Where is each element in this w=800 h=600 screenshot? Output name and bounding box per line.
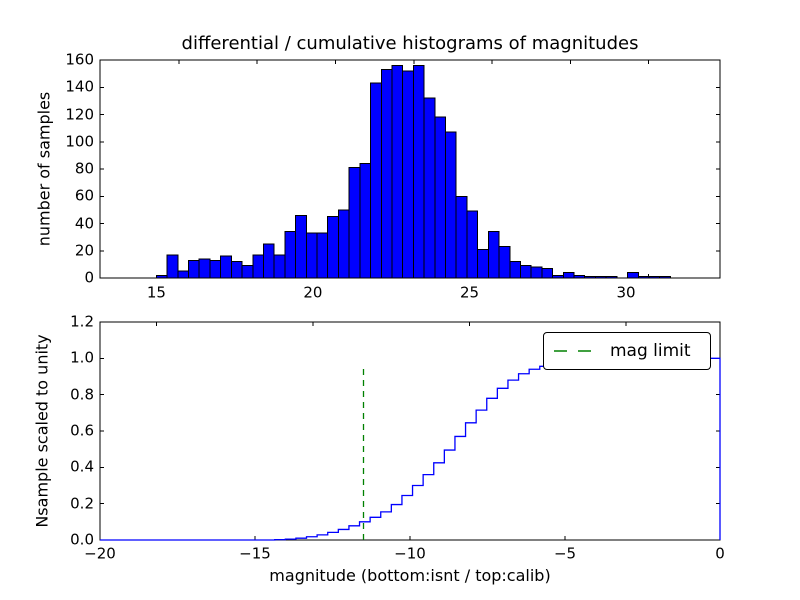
histogram-bar <box>445 131 457 279</box>
histogram-bar <box>380 69 393 279</box>
histogram-bar <box>327 216 339 279</box>
bottom-ytick-label: 1.2 <box>70 312 94 331</box>
histogram-bar <box>262 243 275 279</box>
calib-xtick-label: 25 <box>459 283 480 302</box>
histogram-bar <box>487 231 500 279</box>
isnt-xtick-label: 0 <box>715 544 725 563</box>
calib-xtick-label: 15 <box>146 283 166 302</box>
isnt-xtick-label: −5 <box>553 544 577 563</box>
histogram-bar <box>316 232 329 279</box>
histogram-bar <box>209 259 222 279</box>
histogram-bar <box>627 272 639 279</box>
top-ytick-label: 100 <box>65 132 94 151</box>
histogram-bar <box>477 248 489 279</box>
histogram-bar <box>337 209 350 279</box>
histogram-bar <box>434 116 447 279</box>
top-ytick-label: 0 <box>84 268 94 287</box>
histogram-bar <box>412 64 425 279</box>
bottom-ytick-label: 0.4 <box>70 457 94 476</box>
histogram-bar <box>359 163 372 279</box>
calib-xtick-label: 20 <box>303 283 323 302</box>
isnt-xtick-label: −15 <box>239 544 271 563</box>
histogram-bar <box>177 270 189 279</box>
bottom-ytick-label: 0.0 <box>70 530 94 549</box>
isnt-xtick-label: −20 <box>84 544 116 563</box>
histogram-bar <box>187 259 200 279</box>
legend-label: mag limit <box>610 341 691 361</box>
histogram-bar <box>455 195 468 279</box>
top-ytick-label: 160 <box>65 50 94 69</box>
histogram-bar <box>198 258 211 279</box>
histogram-bar <box>519 265 532 279</box>
histogram-bar <box>348 167 361 279</box>
mag-limit-legend-line-icon <box>554 350 594 352</box>
histogram-bar <box>562 272 575 279</box>
histogram-bar <box>498 246 511 279</box>
top-ytick-label: 80 <box>74 159 94 178</box>
isnt-xtick-label: −10 <box>394 544 426 563</box>
bottom-ytick-label: 0.6 <box>70 421 94 440</box>
bottom-ytick-label: 0.8 <box>70 385 94 404</box>
calib-xtick-label: 30 <box>616 283 636 302</box>
x-axis-label: magnitude (bottom:isnt / top:calib) <box>269 566 551 585</box>
histogram-bar <box>220 255 232 279</box>
top-ytick-label: 120 <box>65 105 94 123</box>
histogram-bar <box>166 254 179 279</box>
top-ytick-label: 20 <box>74 241 94 260</box>
histogram-bar <box>284 231 297 279</box>
histogram-bar <box>530 266 543 279</box>
cumulative-step-line <box>100 357 721 541</box>
histogram-bar <box>305 232 318 279</box>
histogram-bar <box>370 82 382 279</box>
histogram-bar <box>273 254 286 279</box>
histogram-bar <box>230 261 243 279</box>
histogram-bar <box>391 64 404 279</box>
histogram-bar <box>252 254 264 279</box>
bottom-ytick-label: 0.2 <box>70 494 94 513</box>
histogram-bar <box>241 265 254 279</box>
bottom-ytick-label: 1.0 <box>70 348 94 367</box>
top-ytick-label: 140 <box>65 77 94 96</box>
legend: mag limit <box>543 332 711 370</box>
histogram-bar <box>509 261 521 279</box>
top-ytick-label: 40 <box>74 214 94 232</box>
histogram-bar <box>541 267 554 279</box>
figure-title: differential / cumulative histograms of … <box>181 33 639 54</box>
histogram-bar <box>295 214 307 279</box>
histogram-bar <box>466 210 479 279</box>
top-ytick-label: 60 <box>74 186 94 205</box>
histogram-bar <box>423 97 436 279</box>
histogram-bar <box>402 70 414 279</box>
